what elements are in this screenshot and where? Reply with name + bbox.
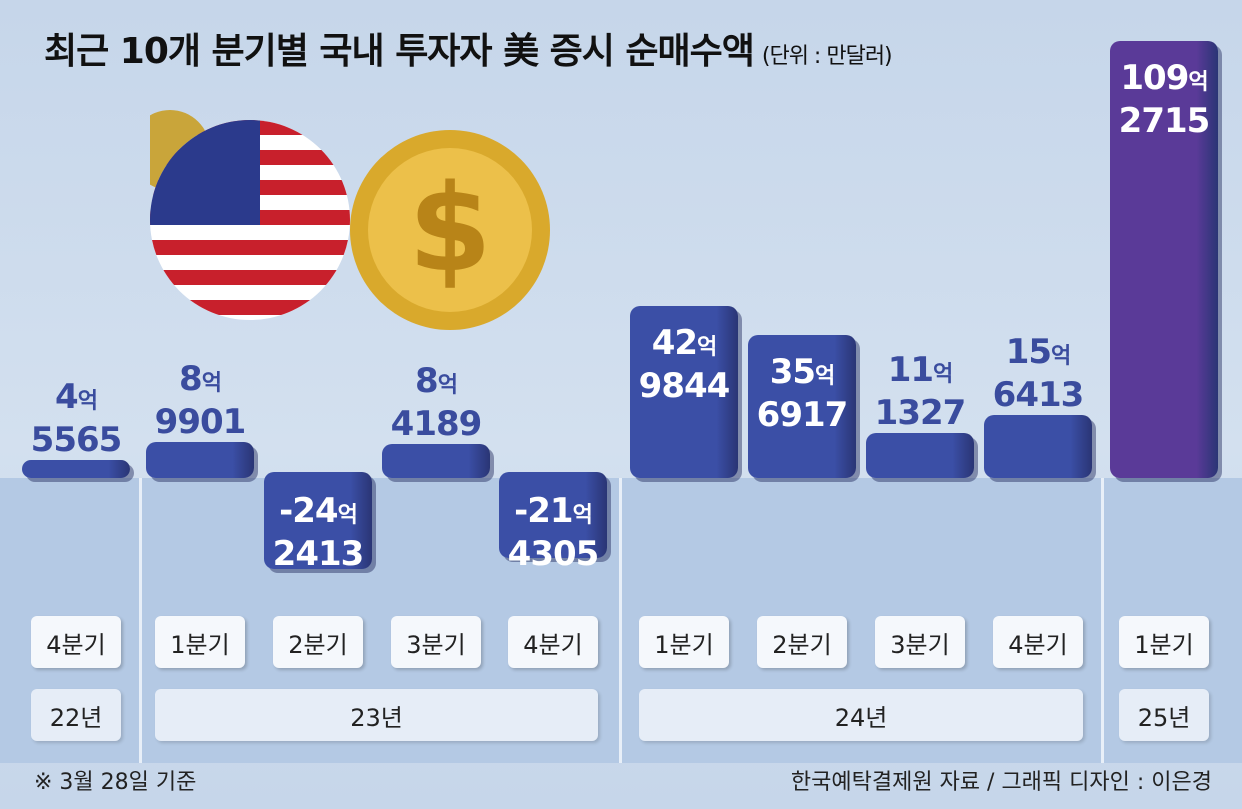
bar-3 [382,444,490,478]
quarter-label: 3분기 [875,616,965,668]
year-separator [619,478,622,763]
data-label: 8억 4189 [390,361,483,445]
year-label: 24년 [639,689,1083,741]
quarter-label: 4분기 [993,616,1083,668]
quarter-label: 4분기 [508,616,598,668]
bar-1 [146,442,254,478]
quarter-label: 1분기 [1119,616,1209,668]
data-label: 35억 6917 [756,352,849,436]
dollar-coin-icon: $ [350,130,550,330]
data-label: 11억 1327 [874,350,967,434]
data-label: 42억 9844 [638,323,731,407]
bar-5 [630,306,738,478]
data-label: -24억 2413 [272,491,365,574]
data-label: -21억 4305 [507,491,600,574]
title-text: 최근 10개 분기별 국내 투자자 美 증시 순매수액 [44,31,755,72]
bar-6 [748,335,856,478]
year-label: 25년 [1119,689,1209,741]
quarter-label: 2분기 [757,616,847,668]
data-label: 15억 6413 [992,332,1085,416]
footer-source: 한국예탁결제원 자료 / 그래픽 디자인 : 이은경 [790,770,1212,795]
year-label: 23년 [155,689,598,741]
footer-note: ※ 3월 28일 기준 [34,770,197,795]
quarter-label: 1분기 [639,616,729,668]
data-label: 8억 9901 [154,359,247,443]
quarter-label: 2분기 [273,616,363,668]
quarter-label: 3분기 [391,616,481,668]
bar-9 [1110,40,1218,478]
bar-8 [984,415,1092,478]
chart-title: 최근 10개 분기별 국내 투자자 美 증시 순매수액 (단위 : 만달러) [44,22,893,74]
year-label: 22년 [31,689,121,741]
bar-4 [499,472,607,558]
bar-2 [264,472,372,569]
us-flag-coin-icon [150,120,350,320]
quarter-label: 4분기 [31,616,121,668]
year-separator [139,478,142,763]
flag-and-coin-illustration: $ [150,110,550,330]
data-label: 109억 2715 [1118,57,1211,141]
quarter-label: 1분기 [155,616,245,668]
bar-0 [22,459,130,478]
svg-text:$: $ [408,160,492,299]
year-separator [1101,478,1104,763]
unit-label: (단위 : 만달러) [761,44,893,69]
bar-7 [866,433,974,478]
data-label: 4억 5565 [30,376,123,460]
